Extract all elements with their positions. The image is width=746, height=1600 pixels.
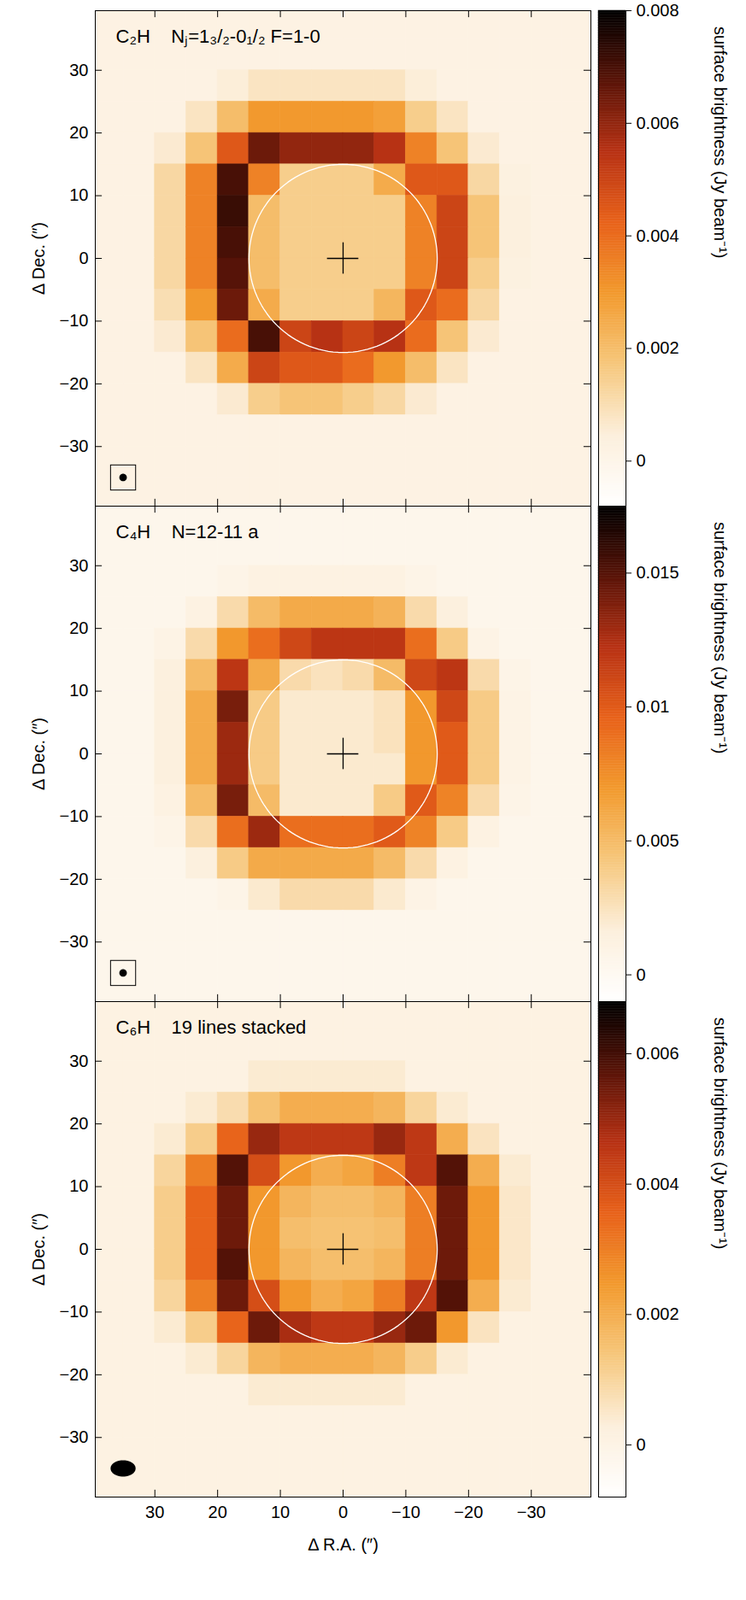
svg-text:−20: −20 <box>59 374 89 394</box>
svg-text:30: 30 <box>69 60 89 80</box>
svg-text:−30: −30 <box>59 932 89 952</box>
svg-text:0: 0 <box>636 451 647 470</box>
svg-text:Δ Dec. (″): Δ Dec. (″) <box>29 222 48 295</box>
svg-text:C₂H Nⱼ=1₃/₂-0₁/₂ F=1-0: C₂H Nⱼ=1₃/₂-0₁/₂ F=1-0 <box>116 25 321 48</box>
svg-text:30: 30 <box>69 1051 89 1071</box>
svg-text:20: 20 <box>69 123 89 142</box>
svg-text:0.006: 0.006 <box>636 1044 680 1064</box>
svg-text:−20: −20 <box>59 1365 89 1385</box>
svg-text:−20: −20 <box>59 869 89 889</box>
svg-text:10: 10 <box>69 681 89 700</box>
svg-text:Δ Dec. (″): Δ Dec. (″) <box>29 717 48 791</box>
svg-text:−10: −10 <box>391 1503 421 1522</box>
svg-text:0.01: 0.01 <box>636 697 670 717</box>
svg-text:0.004: 0.004 <box>636 226 680 246</box>
svg-text:10: 10 <box>69 185 89 205</box>
svg-text:surface brightness (Jy beam⁻¹): surface brightness (Jy beam⁻¹) <box>710 26 730 259</box>
svg-text:0: 0 <box>78 744 89 764</box>
svg-text:10: 10 <box>69 1176 89 1196</box>
svg-text:−20: −20 <box>453 1503 483 1522</box>
svg-text:0.008: 0.008 <box>636 0 680 20</box>
svg-text:0.005: 0.005 <box>636 831 680 851</box>
svg-text:0.015: 0.015 <box>636 563 680 582</box>
svg-text:surface brightness (Jy beam⁻¹): surface brightness (Jy beam⁻¹) <box>710 1017 730 1251</box>
svg-text:0.006: 0.006 <box>636 113 680 133</box>
svg-text:0: 0 <box>636 1435 647 1455</box>
svg-text:20: 20 <box>69 618 89 638</box>
svg-text:0: 0 <box>78 248 89 268</box>
svg-text:−30: −30 <box>59 1427 89 1447</box>
svg-text:30: 30 <box>69 556 89 576</box>
svg-text:0.004: 0.004 <box>636 1174 680 1194</box>
svg-text:20: 20 <box>208 1503 228 1522</box>
svg-text:C₄H N=12-11 a: C₄H N=12-11 a <box>116 521 260 543</box>
svg-text:0.002: 0.002 <box>636 1304 680 1324</box>
svg-text:C₆H 19 lines stacked: C₆H 19 lines stacked <box>116 1016 307 1039</box>
svg-text:0: 0 <box>78 1239 89 1259</box>
svg-text:Δ R.A. (″): Δ R.A. (″) <box>307 1535 379 1555</box>
svg-text:−10: −10 <box>59 311 89 330</box>
svg-text:30: 30 <box>145 1503 165 1522</box>
svg-text:−30: −30 <box>516 1503 547 1522</box>
svg-text:0: 0 <box>636 965 647 985</box>
svg-text:0.002: 0.002 <box>636 338 680 358</box>
svg-text:surface brightness (Jy beam⁻¹): surface brightness (Jy beam⁻¹) <box>710 522 730 755</box>
svg-text:20: 20 <box>69 1114 89 1134</box>
svg-text:−10: −10 <box>59 1302 89 1322</box>
svg-text:0: 0 <box>338 1503 348 1522</box>
svg-text:−30: −30 <box>59 436 89 456</box>
svg-text:Δ Dec. (″): Δ Dec. (″) <box>29 1213 48 1287</box>
svg-text:10: 10 <box>270 1503 290 1522</box>
svg-text:−10: −10 <box>59 806 89 826</box>
